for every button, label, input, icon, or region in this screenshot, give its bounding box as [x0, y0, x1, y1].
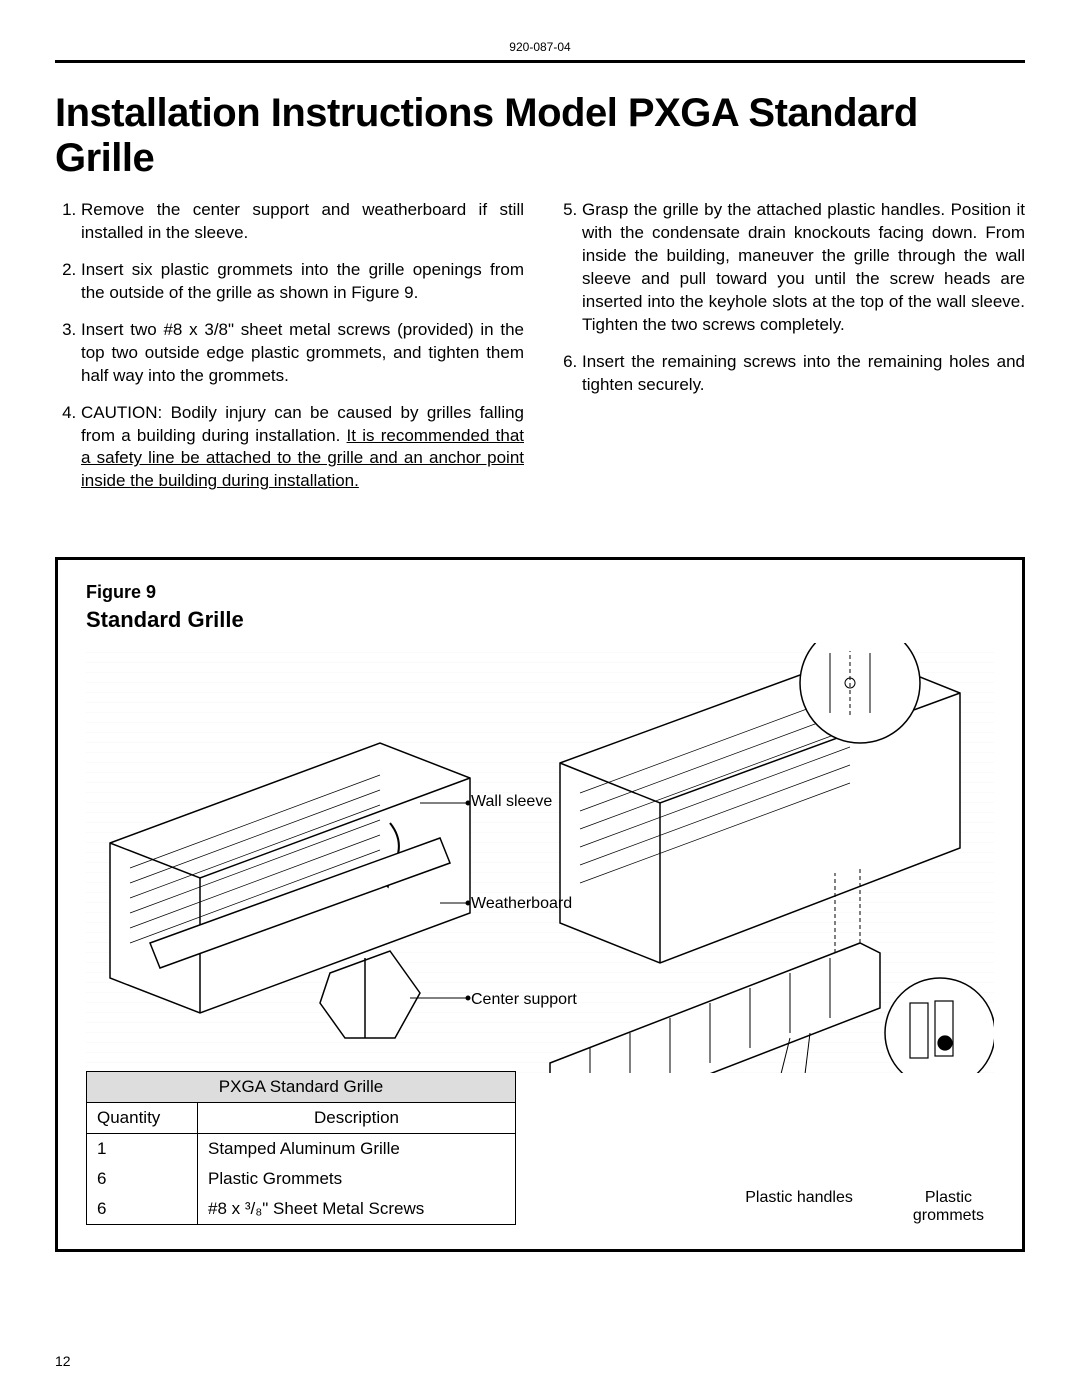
step-2: Insert six plastic grommets into the gri…	[81, 259, 524, 305]
step-5: Grasp the grille by the attached plastic…	[582, 199, 1025, 337]
callout-plastic-grommets: Plastic grommets	[913, 1189, 984, 1225]
col-qty-header: Quantity	[87, 1103, 198, 1134]
step-1: Remove the center support and weatherboa…	[81, 199, 524, 245]
callout-wall-sleeve: Wall sleeve	[471, 793, 552, 811]
doc-number: 920-087-04	[55, 40, 1025, 54]
col-desc-header: Description	[198, 1103, 516, 1134]
callout-plastic-handles: Plastic handles	[745, 1189, 853, 1225]
row2-desc: #8 x ³/₈" Sheet Metal Screws	[198, 1194, 516, 1225]
step-3: Insert two #8 x 3/8" sheet metal screws …	[81, 319, 524, 388]
page-title: Installation Instructions Model PXGA Sta…	[55, 91, 1025, 181]
instruction-columns: Remove the center support and weatherboa…	[55, 199, 1025, 507]
row0-desc: Stamped Aluminum Grille	[198, 1134, 516, 1165]
callout-center-support: Center support	[471, 991, 577, 1009]
figure-9: Figure 9 Standard Grille	[55, 557, 1025, 1252]
drawing-area: Wall sleeve Weatherboard Center support	[86, 643, 994, 1073]
step-4: CAUTION: Bodily injury can be caused by …	[81, 402, 524, 494]
right-column: Grasp the grille by the attached plastic…	[556, 199, 1025, 507]
parts-table-header: PXGA Standard Grille	[87, 1072, 516, 1103]
figure-label: Figure 9	[86, 582, 994, 603]
row1-desc: Plastic Grommets	[198, 1164, 516, 1194]
header-rule	[55, 60, 1025, 63]
page-number: 12	[55, 1353, 71, 1369]
row1-qty: 6	[87, 1164, 198, 1194]
figure-title: Standard Grille	[86, 607, 994, 633]
row2-qty: 6	[87, 1194, 198, 1225]
row0-qty: 1	[87, 1134, 198, 1165]
left-column: Remove the center support and weatherboa…	[55, 199, 524, 507]
step-6: Insert the remaining screws into the rem…	[582, 351, 1025, 397]
page: 920-087-04 Installation Instructions Mod…	[0, 0, 1080, 1397]
parts-table: PXGA Standard Grille Quantity Descriptio…	[86, 1071, 516, 1225]
callout-weatherboard: Weatherboard	[471, 895, 572, 913]
